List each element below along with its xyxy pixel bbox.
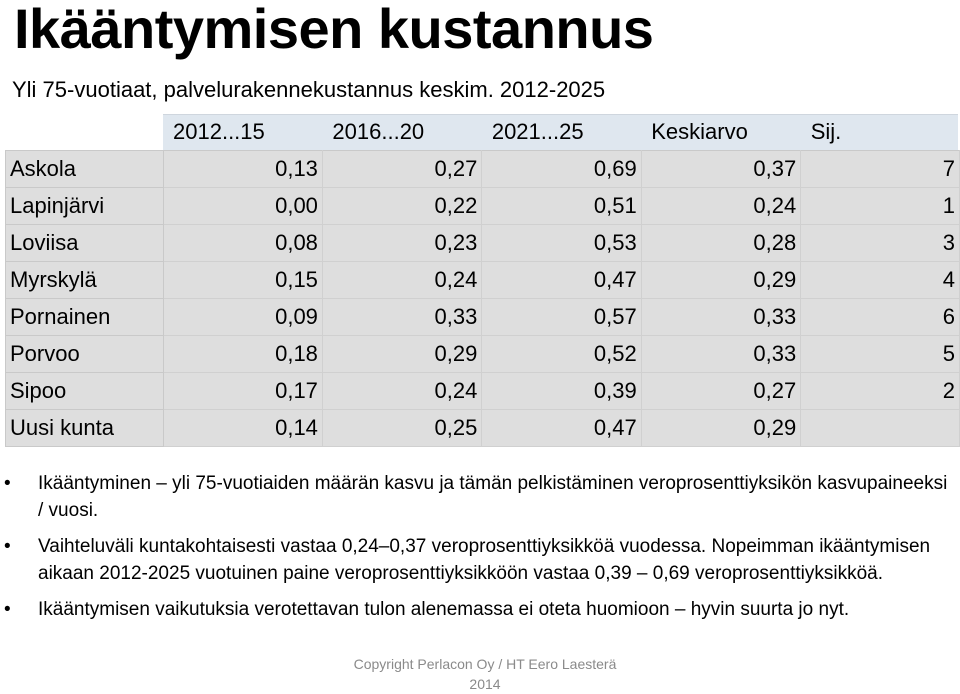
- bullet-icon: •: [4, 473, 11, 494]
- list-item: • Ikääntyminen – yli 75-vuotiaiden määrä…: [0, 470, 955, 524]
- cell-2021-25: 0,51: [481, 187, 642, 225]
- note-text: Vaihteluväli kuntakohtaisesti vastaa 0,2…: [38, 536, 931, 584]
- cell-2021-25: 0,52: [481, 335, 642, 373]
- cell-keskiarvo: 0,37: [640, 150, 802, 188]
- cell-2016-20: 0,27: [321, 150, 483, 188]
- cell-keskiarvo: 0,27: [640, 372, 802, 410]
- cell-sij: 1: [800, 187, 960, 225]
- cell-2021-25: 0,47: [481, 409, 642, 447]
- row-name: Lapinjärvi: [5, 187, 164, 225]
- note-text: Ikääntymisen vaikutuksia verotettavan tu…: [38, 599, 850, 620]
- header-blank: [6, 114, 164, 151]
- table-header-row: 2012...15 2016...20 2021...25 Keskiarvo …: [6, 114, 960, 151]
- list-item: • Vaihteluväli kuntakohtaisesti vastaa 0…: [0, 533, 955, 587]
- notes-list: • Ikääntyminen – yli 75-vuotiaiden määrä…: [0, 470, 955, 632]
- cell-2021-25: 0,39: [481, 372, 642, 410]
- cell-2012-15: 0,13: [162, 150, 323, 188]
- table-row: Lapinjärvi 0,00 0,22 0,51 0,24 1: [5, 187, 960, 225]
- cell-2012-15: 0,00: [162, 187, 323, 225]
- row-name: Porvoo: [5, 335, 164, 373]
- list-item: • Ikääntymisen vaikutuksia verotettavan …: [0, 596, 955, 623]
- cell-keskiarvo: 0,33: [640, 335, 802, 373]
- row-name: Askola: [5, 150, 164, 188]
- cell-2012-15: 0,09: [162, 298, 323, 336]
- bullet-icon: •: [4, 536, 11, 557]
- cell-2016-20: 0,24: [321, 261, 483, 299]
- cell-keskiarvo: 0,29: [640, 409, 802, 447]
- cell-2021-25: 0,57: [481, 298, 642, 336]
- row-name: Pornainen: [5, 298, 164, 336]
- table-row: Askola 0,13 0,27 0,69 0,37 7: [5, 150, 960, 188]
- header-2016-20: 2016...20: [332, 119, 425, 144]
- table-row: Uusi kunta 0,14 0,25 0,47 0,29: [5, 409, 960, 447]
- cell-keskiarvo: 0,28: [640, 224, 802, 262]
- table-row: Myrskylä 0,15 0,24 0,47 0,29 4: [5, 261, 960, 299]
- row-name: Myrskylä: [5, 261, 164, 299]
- cell-2012-15: 0,14: [162, 409, 323, 447]
- cell-sij: 2: [800, 372, 960, 410]
- cell-2016-20: 0,29: [321, 335, 483, 373]
- cell-2016-20: 0,25: [321, 409, 483, 447]
- cell-sij: [800, 409, 960, 447]
- row-name: Sipoo: [5, 372, 164, 410]
- cell-2012-15: 0,08: [162, 224, 323, 262]
- table-row: Porvoo 0,18 0,29 0,52 0,33 5: [5, 335, 960, 373]
- cell-sij: 3: [800, 224, 960, 262]
- table-row: Loviisa 0,08 0,23 0,53 0,28 3: [5, 224, 960, 262]
- cell-2012-15: 0,17: [162, 372, 323, 410]
- row-name: Loviisa: [5, 224, 164, 262]
- cell-sij: 4: [800, 261, 960, 299]
- header-2021-25: 2021...25: [491, 119, 584, 144]
- page-title: Ikääntymisen kustannus: [14, 0, 654, 60]
- header-sij: Sij.: [810, 119, 842, 144]
- note-text: Ikääntyminen – yli 75-vuotiaiden määrän …: [38, 473, 948, 521]
- header-2012-15: 2012...15: [173, 119, 265, 144]
- copyright-text: Copyright Perlacon Oy / HT Eero Laesterä…: [353, 656, 617, 692]
- cell-sij: 5: [800, 335, 960, 373]
- table-header-band: [163, 114, 958, 151]
- cell-2016-20: 0,24: [321, 372, 483, 410]
- row-name: Uusi kunta: [5, 409, 164, 447]
- table-row: Pornainen 0,09 0,33 0,57 0,33 6: [5, 298, 960, 336]
- page-subtitle: Yli 75-vuotiaat, palvelurakennekustannus…: [12, 77, 606, 102]
- cell-keskiarvo: 0,33: [640, 298, 802, 336]
- header-keskiarvo: Keskiarvo: [651, 119, 748, 144]
- cell-2012-15: 0,15: [162, 261, 323, 299]
- table-row: Sipoo 0,17 0,24 0,39 0,27 2: [5, 372, 960, 410]
- cell-2021-25: 0,69: [481, 150, 642, 188]
- cell-keskiarvo: 0,29: [640, 261, 802, 299]
- cell-2021-25: 0,47: [481, 261, 642, 299]
- cell-2021-25: 0,53: [481, 224, 642, 262]
- cell-2012-15: 0,18: [162, 335, 323, 373]
- cell-2016-20: 0,23: [321, 224, 483, 262]
- cost-table: 2012...15 2016...20 2021...25 Keskiarvo …: [5, 114, 960, 447]
- cell-keskiarvo: 0,24: [640, 187, 802, 225]
- bullet-icon: •: [4, 599, 11, 620]
- cell-2016-20: 0,22: [321, 187, 483, 225]
- cell-2016-20: 0,33: [321, 298, 483, 336]
- cell-sij: 7: [800, 150, 960, 188]
- cell-sij: 6: [800, 298, 960, 336]
